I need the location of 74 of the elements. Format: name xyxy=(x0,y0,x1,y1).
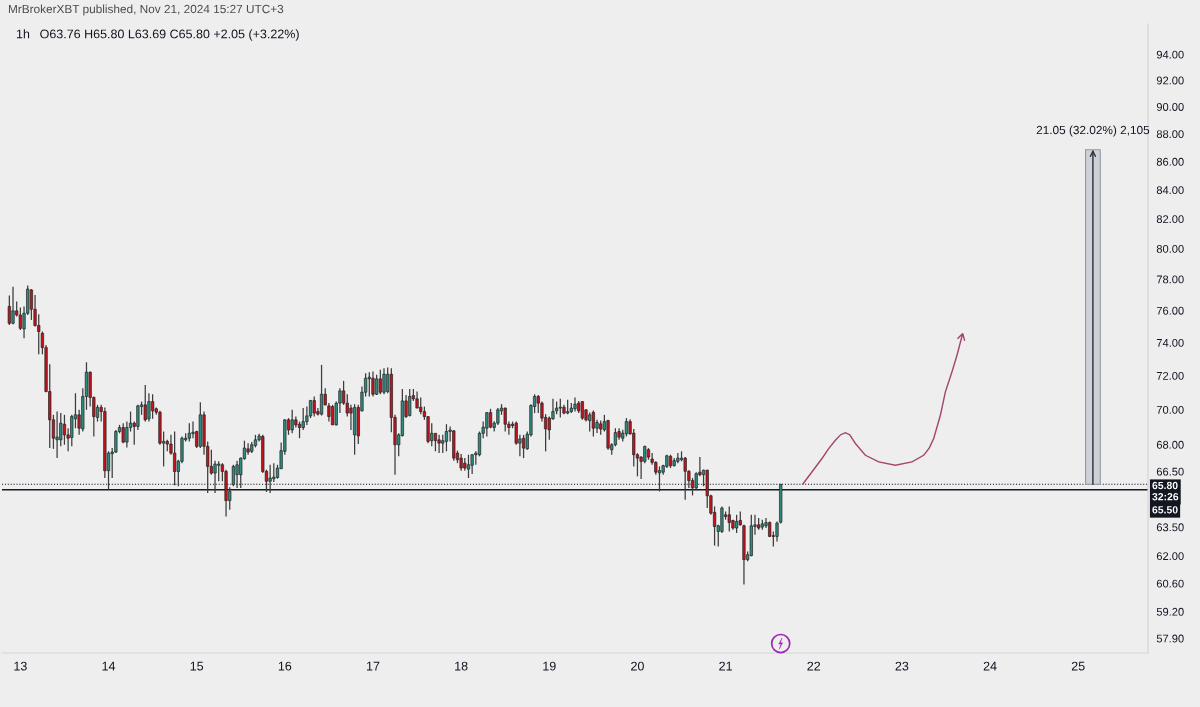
candlestick xyxy=(470,453,474,475)
chart-subtitle: O63.76 H65.80 L63.69 C65.80 +2.05 (+3.22%) xyxy=(40,29,299,41)
candlestick xyxy=(382,367,386,395)
candlestick xyxy=(371,370,375,398)
x-tick-label: 17 xyxy=(366,661,380,671)
candlestick xyxy=(720,505,724,534)
candlestick xyxy=(588,411,592,433)
y-tick-label: 84.00 xyxy=(1156,186,1184,195)
y-tick-label: 88.00 xyxy=(1156,130,1184,138)
x-tick-label: 13 xyxy=(14,661,27,671)
candlestick xyxy=(173,430,177,486)
y-tick-label: 94.00 xyxy=(1156,50,1184,59)
y-tick-label: 76.00 xyxy=(1156,306,1184,315)
candlestick xyxy=(485,411,489,438)
y-tick-label: 62.00 xyxy=(1156,552,1184,561)
candlestick xyxy=(375,374,379,396)
candlestick xyxy=(503,406,507,433)
candlestick xyxy=(11,286,15,325)
candlestick xyxy=(378,369,382,395)
y-tick-label: 70.00 xyxy=(1156,405,1184,414)
x-tick-label: 20 xyxy=(631,661,644,671)
annotation: 21.05 (32.02%) 2,105 xyxy=(1036,125,1150,137)
candlestick xyxy=(727,505,731,533)
y-tick-label: 90.00 xyxy=(1156,103,1184,111)
x-tick-label: 19 xyxy=(543,661,556,671)
candlestick xyxy=(55,410,59,459)
candlestick xyxy=(521,434,526,459)
candlestick xyxy=(136,404,140,431)
candlestick xyxy=(613,427,617,447)
candlestick xyxy=(37,313,41,355)
x-tick-label: 21 xyxy=(719,661,732,671)
x-tick-label: 15 xyxy=(190,661,204,671)
x-tick-label: 25 xyxy=(1071,661,1085,671)
y-tick-label: 66.50 xyxy=(1156,467,1184,476)
candlestick xyxy=(477,430,482,457)
candlestick xyxy=(735,514,739,534)
candlestick xyxy=(573,396,577,413)
y-tick-label: 86.00 xyxy=(1156,157,1184,166)
candlestick xyxy=(18,306,22,331)
candlestick xyxy=(268,464,272,494)
candlestick xyxy=(591,409,595,438)
y-tick-label: 92.00 xyxy=(1156,76,1184,85)
candlestick xyxy=(231,464,235,487)
x-tick-label: 18 xyxy=(455,661,468,671)
x-tick-label: 14 xyxy=(102,661,116,671)
chart-title: 1h xyxy=(16,29,30,39)
y-tick-label: 82.00 xyxy=(1156,215,1184,224)
x-tick-label: 16 xyxy=(278,661,292,671)
candlestick xyxy=(235,460,239,489)
candlestick xyxy=(367,371,371,398)
ref-line-label: 65.50 xyxy=(1152,506,1178,514)
y-tick-label: 57.90 xyxy=(1156,634,1184,643)
x-tick-label: 22 xyxy=(807,661,821,671)
candlestick xyxy=(437,434,441,454)
text: MrBrokerXBT published, Nov 21, 2024 15:27 UTC+3 xyxy=(8,4,284,16)
y-tick-label: 80.00 xyxy=(1156,244,1184,253)
y-tick-label: 78.00 xyxy=(1156,275,1184,284)
x-tick-label: 24 xyxy=(983,661,997,671)
y-tick-label: 63.50 xyxy=(1156,523,1184,532)
candlestick xyxy=(143,384,147,423)
y-tick-label: 68.00 xyxy=(1156,440,1184,449)
candlestick xyxy=(444,423,449,452)
y-tick-label: 72.00 xyxy=(1156,371,1184,380)
ref-line-label: 65.80 32:26 xyxy=(1152,481,1179,501)
candlestick xyxy=(312,395,316,418)
y-tick-label: 60.60 xyxy=(1156,579,1184,588)
candlestick xyxy=(246,442,250,456)
y-tick-label: 59.20 xyxy=(1156,607,1184,616)
candlestick xyxy=(433,432,438,452)
candlestick xyxy=(330,404,335,426)
candlestick xyxy=(217,460,221,482)
y-tick-label: 74.00 xyxy=(1156,338,1184,347)
x-tick-label: 23 xyxy=(895,661,909,671)
candlestick xyxy=(290,409,294,434)
